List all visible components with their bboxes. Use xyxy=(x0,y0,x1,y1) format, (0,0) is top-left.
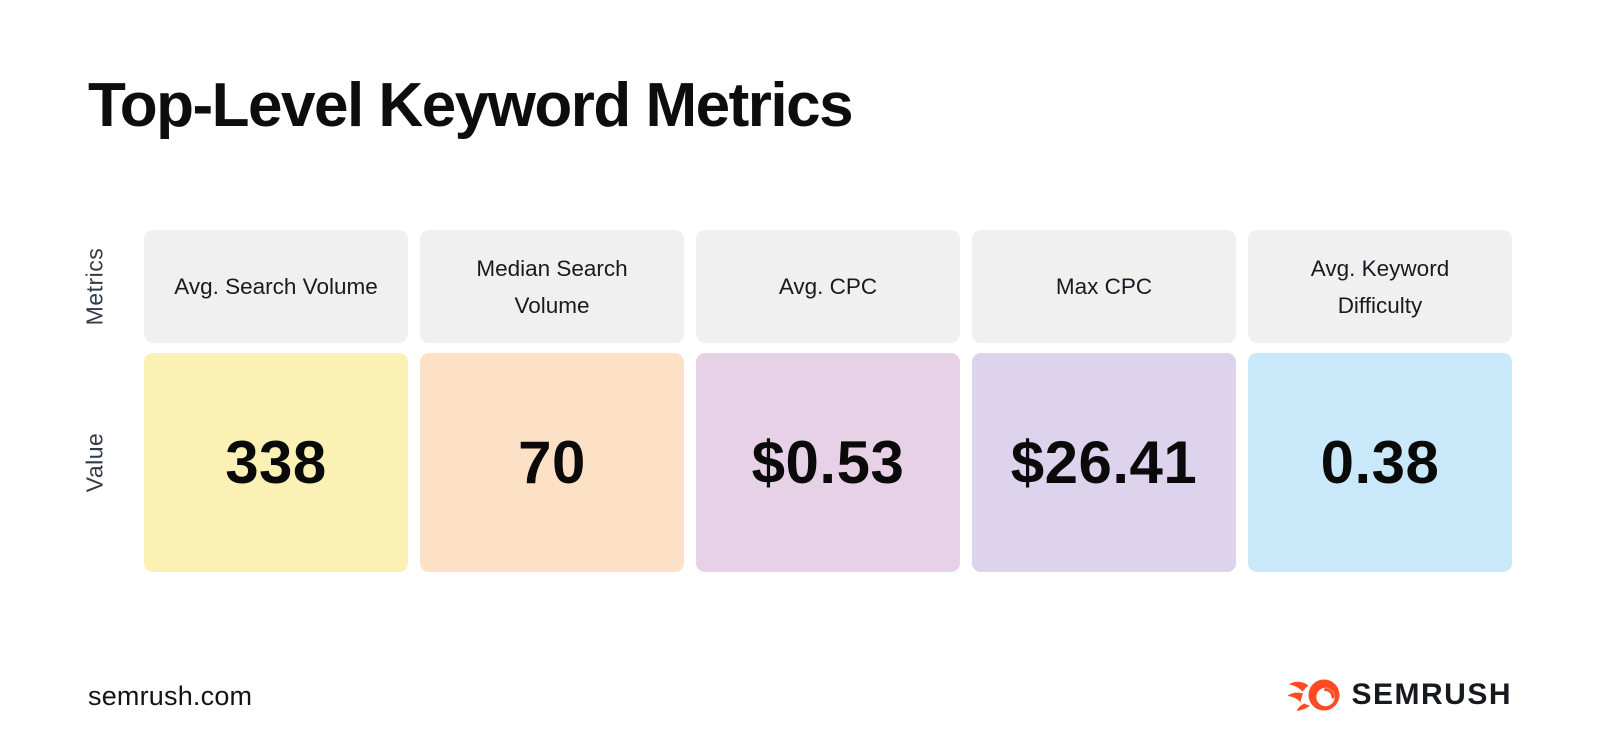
semrush-wordmark: SEMRUSH xyxy=(1351,678,1512,711)
value-avg-cpc: $0.53 xyxy=(696,353,960,572)
value-avg-keyword-difficulty: 0.38 xyxy=(1248,353,1512,572)
value-median-search-volume: 70 xyxy=(420,353,684,572)
value-max-cpc: $26.41 xyxy=(972,353,1236,572)
header-avg-keyword-difficulty: Avg. Keyword Difficulty xyxy=(1248,230,1512,343)
semrush-fireball-icon xyxy=(1287,678,1341,712)
row-label-metrics-text: Metrics xyxy=(81,247,108,326)
source-text: semrush.com xyxy=(88,681,253,711)
semrush-logo: SEMRUSH xyxy=(1287,678,1512,712)
metrics-table: Avg. Search Volume Median Search Volume … xyxy=(144,230,1512,572)
row-label-metrics: Metrics xyxy=(74,230,116,343)
row-label-value: Value xyxy=(74,353,116,572)
header-max-cpc: Max CPC xyxy=(972,230,1236,343)
header-median-search-volume: Median Search Volume xyxy=(420,230,684,343)
row-label-value-text: Value xyxy=(81,432,108,493)
header-avg-search-volume: Avg. Search Volume xyxy=(144,230,408,343)
value-avg-search-volume: 338 xyxy=(144,353,408,572)
page-title: Top-Level Keyword Metrics xyxy=(88,71,854,140)
header-avg-cpc: Avg. CPC xyxy=(696,230,960,343)
